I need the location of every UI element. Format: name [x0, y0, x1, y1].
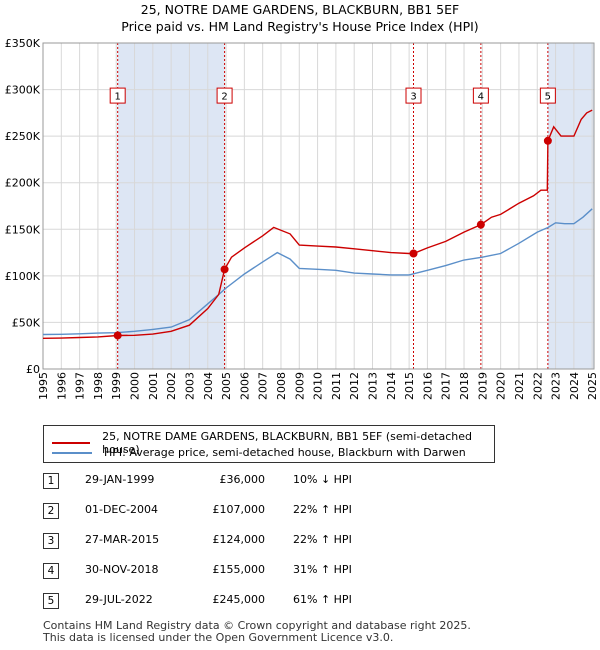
transaction-point: [409, 249, 418, 258]
x-tick-label: 2011: [330, 372, 343, 400]
transaction-row: 1 29-JAN-1999 £36,000 10% ↓ HPI: [43, 472, 443, 492]
legend-label-hpi: HPI: Average price, semi-detached house,…: [104, 446, 466, 459]
footer: Contains HM Land Registry data © Crown c…: [43, 620, 471, 644]
transaction-number: 2: [43, 503, 59, 519]
x-tick-label: 2002: [165, 372, 178, 400]
x-tick-label: 2015: [403, 372, 416, 400]
x-tick-label: 2017: [440, 372, 453, 400]
x-tick-label: 2025: [586, 372, 599, 400]
transaction-date: 27-MAR-2015: [85, 533, 160, 546]
transaction-row: 5 29-JUL-2022 £245,000 61% ↑ HPI: [43, 592, 443, 612]
transaction-number: 3: [43, 533, 59, 549]
x-tick-label: 2005: [220, 372, 233, 400]
y-tick-label: £300K: [5, 84, 41, 97]
legend-label-property: 25, NOTRE DAME GARDENS, BLACKBURN, BB1 5…: [102, 430, 472, 456]
transaction-hpi-diff: 22% ↑ HPI: [293, 503, 352, 516]
x-tick-label: 2018: [458, 372, 471, 400]
transaction-price: £245,000: [212, 593, 266, 606]
x-tick-label: 2001: [147, 372, 160, 400]
y-tick-label: £150K: [5, 223, 41, 236]
x-tick-label: 2008: [275, 372, 288, 400]
transaction-marker-label: 1: [114, 92, 120, 103]
y-tick-label: £350K: [5, 37, 41, 50]
legend-item-hpi: HPI: Average price, semi-detached house,…: [52, 446, 466, 459]
transaction-point: [113, 331, 122, 340]
transaction-hpi-diff: 61% ↑ HPI: [293, 593, 352, 606]
x-tick-label: 2003: [183, 372, 196, 400]
x-tick-label: 1999: [110, 372, 123, 400]
transaction-number: 4: [43, 563, 59, 579]
transaction-row: 2 01-DEC-2004 £107,000 22% ↑ HPI: [43, 502, 443, 522]
price-chart: 1 2 3 4 5 £0 £50K £100K £150K £200K £250K £300K £350…: [5, 37, 599, 400]
legend: 25, NOTRE DAME GARDENS, BLACKBURN, BB1 5…: [43, 425, 495, 463]
footer-license: This data is licensed under the Open Gov…: [43, 631, 394, 644]
x-tick-label: 2013: [367, 372, 380, 400]
transaction-marker-box: [405, 87, 422, 104]
y-tick-label: £200K: [5, 177, 41, 190]
x-tick-label: 1996: [55, 372, 68, 400]
transaction-date: 29-JAN-1999: [85, 473, 155, 486]
hpi-line: [42, 208, 593, 336]
y-tick-label: £0: [26, 363, 40, 376]
y-tick-label: £50K: [12, 316, 41, 329]
x-tick-label: 2020: [495, 372, 508, 400]
footer-copyright: Contains HM Land Registry data © Crown c…: [43, 619, 471, 632]
property-price-line: [42, 109, 593, 339]
transaction-hpi-diff: 10% ↓ HPI: [293, 473, 352, 486]
legend-swatch-property: [52, 442, 91, 444]
transaction-marker-box: [472, 87, 489, 104]
x-tick-label: 2014: [385, 372, 398, 400]
transaction-point: [476, 220, 485, 229]
chart-subtitle: Price paid vs. HM Land Registry's House …: [121, 19, 479, 34]
transaction-date: 29-JUL-2022: [85, 593, 153, 606]
x-tick-label: 2010: [312, 372, 325, 400]
transaction-hpi-diff: 31% ↑ HPI: [293, 563, 352, 576]
x-tick-label: 2012: [348, 372, 361, 400]
y-tick-label: £100K: [5, 270, 41, 283]
x-tick-label: 2023: [550, 372, 563, 400]
x-tick-label: 2019: [476, 372, 489, 400]
x-tick-label: 2004: [202, 372, 215, 400]
x-tick-label: 2006: [238, 372, 251, 400]
x-tick-label: 1997: [74, 372, 87, 400]
x-tick-label: 2016: [421, 372, 434, 400]
transaction-marker-label: 5: [545, 92, 551, 103]
transaction-price: £155,000: [212, 563, 266, 576]
y-tick-label: £250K: [5, 130, 41, 143]
transaction-number: 1: [43, 473, 59, 489]
transaction-number: 5: [43, 593, 59, 609]
transaction-hpi-diff: 22% ↑ HPI: [293, 533, 352, 546]
x-tick-label: 2021: [513, 372, 526, 400]
transaction-marker-box: [216, 87, 233, 104]
transaction-row: 4 30-NOV-2018 £155,000 31% ↑ HPI: [43, 562, 443, 582]
chart-title: 25, NOTRE DAME GARDENS, BLACKBURN, BB1 5…: [140, 2, 460, 17]
x-tick-label: 2024: [568, 372, 581, 400]
x-tick-label: 2007: [257, 372, 270, 400]
transaction-price: £36,000: [219, 473, 266, 486]
legend-swatch-hpi: [52, 451, 92, 454]
x-tick-label: 1995: [37, 372, 50, 400]
transaction-row: 3 27-MAR-2015 £124,000 22% ↑ HPI: [43, 532, 443, 552]
transaction-point: [220, 265, 229, 274]
transaction-marker-label: 4: [478, 92, 484, 103]
transaction-marker-box: [539, 87, 556, 104]
x-tick-label: 2022: [531, 372, 544, 400]
transaction-marker-box: [109, 87, 126, 104]
transaction-price: £107,000: [212, 503, 266, 516]
plot-frame: [42, 42, 595, 370]
transaction-marker-label: 2: [221, 92, 227, 103]
x-tick-label: 2009: [293, 372, 306, 400]
transaction-date: 01-DEC-2004: [85, 503, 159, 516]
x-tick-label: 2000: [129, 372, 142, 400]
legend-item-property: 25, NOTRE DAME GARDENS, BLACKBURN, BB1 5…: [52, 430, 494, 456]
transaction-marker-label: 3: [410, 92, 416, 103]
x-tick-label: 1998: [92, 372, 105, 400]
transaction-date: 30-NOV-2018: [85, 563, 159, 576]
transaction-point: [543, 136, 552, 145]
transaction-price: £124,000: [212, 533, 266, 546]
